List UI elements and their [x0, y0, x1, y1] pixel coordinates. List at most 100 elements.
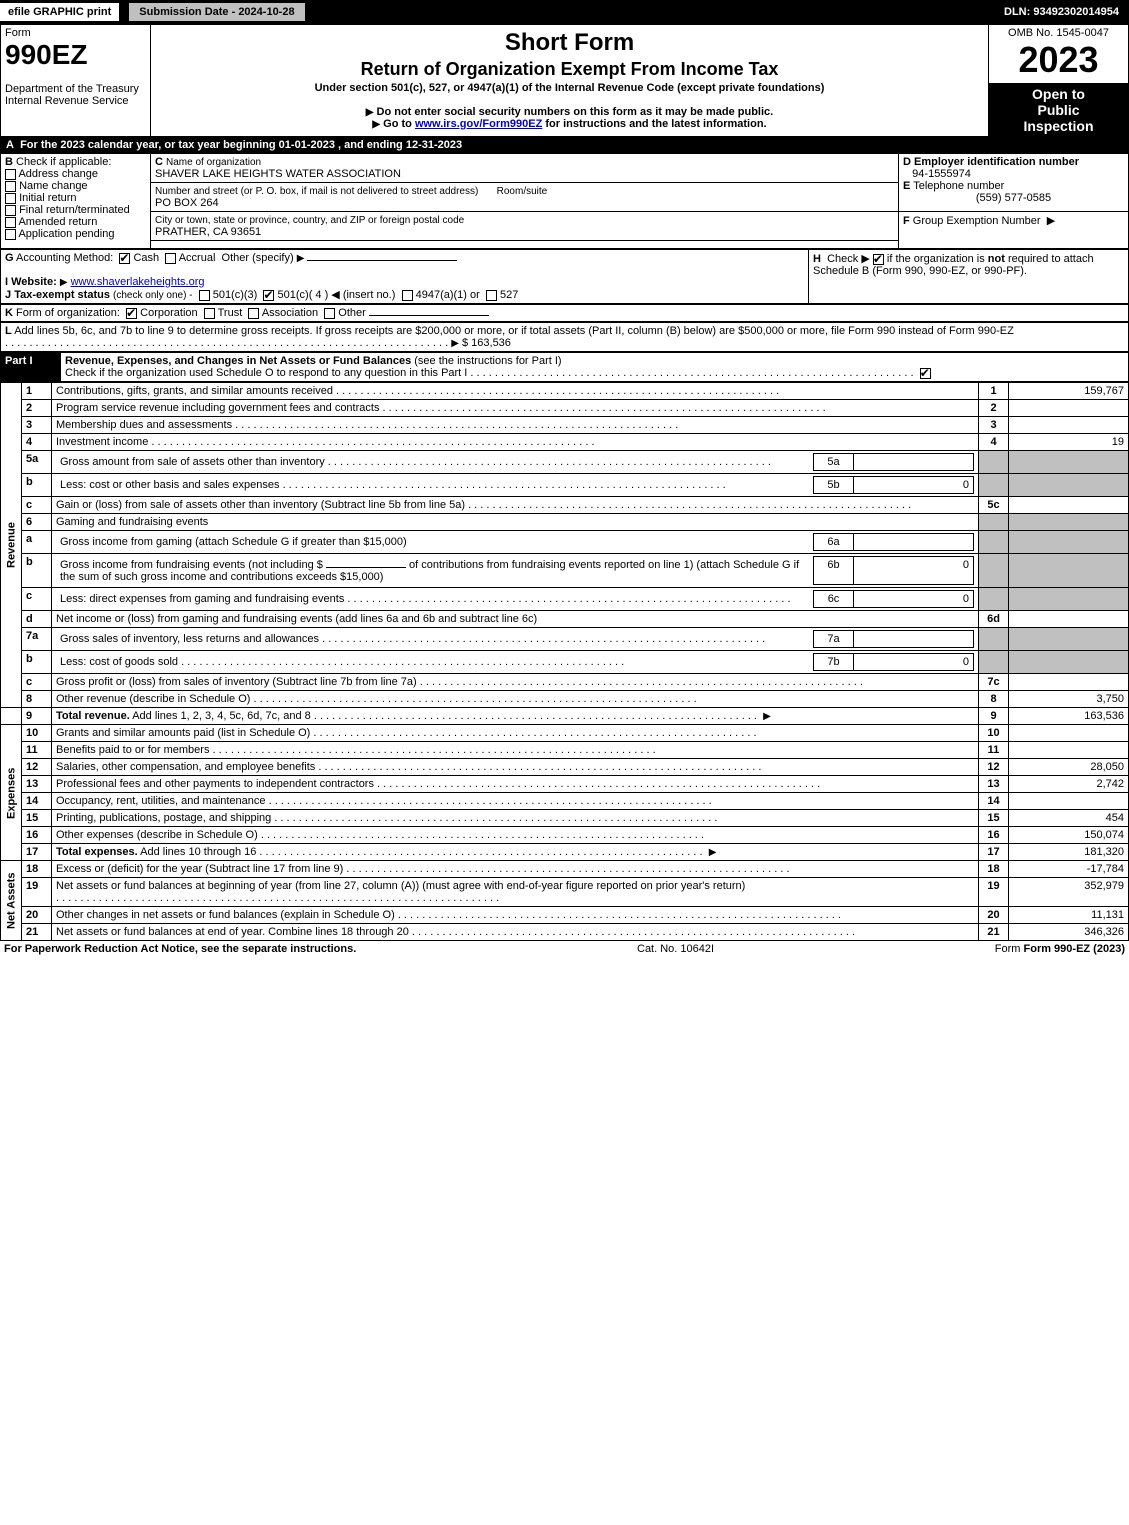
checkbox-name-change[interactable]	[5, 181, 16, 192]
opt-accrual: Accrual	[179, 252, 216, 264]
line-7a-text: Gross sales of inventory, less returns a…	[52, 628, 979, 651]
opt-corporation: Corporation	[140, 307, 197, 319]
opt-other-specify: Other (specify)	[222, 252, 294, 264]
irs-link[interactable]: www.irs.gov/Form990EZ	[415, 118, 542, 130]
lines-table: Revenue 1 Contributions, gifts, grants, …	[0, 382, 1129, 941]
line-11-num: 11	[22, 742, 52, 759]
section-l-cell: L Add lines 5b, 6c, and 7b to line 9 to …	[1, 323, 1129, 352]
line-16-amount: 150,074	[1009, 827, 1129, 844]
checkbox-amended-return[interactable]	[5, 217, 16, 228]
line-17-num: 17	[22, 844, 52, 861]
line-7a-mini-num: 7a	[814, 631, 854, 648]
street-value: PO BOX 264	[155, 197, 219, 209]
line-6d-num: d	[22, 611, 52, 628]
line-5b-mini-amount: 0	[854, 477, 974, 494]
line-6-rnum-shade	[979, 514, 1009, 531]
opt-application-pending: Application pending	[18, 228, 114, 240]
section-g-cell: G Accounting Method: Cash Accrual Other …	[1, 250, 809, 304]
part-i-title: Revenue, Expenses, and Changes in Net As…	[65, 355, 411, 367]
checkbox-application-pending[interactable]	[5, 229, 16, 240]
line-16-rnum: 16	[979, 827, 1009, 844]
submission-date-label: Submission Date - 2024-10-28	[127, 1, 306, 23]
open-public-pill: Open to Public Inspection	[989, 84, 1129, 137]
phone-value: (559) 577-0585	[903, 192, 1124, 204]
opt-trust: Trust	[218, 307, 243, 319]
expenses-vertical-label: Expenses	[1, 725, 22, 861]
line-5b-num: b	[22, 474, 52, 497]
checkbox-accrual[interactable]	[165, 253, 176, 264]
line-4-rnum: 4	[979, 434, 1009, 451]
form-header-table: Form 990EZ Department of the Treasury In…	[0, 24, 1129, 137]
arrow-icon	[372, 118, 380, 130]
website-link[interactable]: www.shaverlakeheights.org	[71, 276, 205, 288]
dln-label: DLN: 93492302014954	[994, 3, 1129, 21]
line-6b-amount-shade	[1009, 554, 1129, 588]
line-6b-num: b	[22, 554, 52, 588]
opt-amended-return: Amended return	[18, 216, 97, 228]
checkbox-schedule-b-not-required[interactable]	[873, 254, 884, 265]
line-6b-rnum-shade	[979, 554, 1009, 588]
street-label: Number and street (or P. O. box, if mail…	[155, 186, 478, 197]
checkbox-501c[interactable]	[263, 290, 274, 301]
checkbox-other-org[interactable]	[324, 308, 335, 319]
dept-treasury: Department of the Treasury	[5, 83, 139, 95]
line-21-amount: 346,326	[1009, 924, 1129, 941]
part-i-check-text: Check if the organization used Schedule …	[65, 367, 467, 379]
top-bar: efile GRAPHIC print Submission Date - 20…	[0, 0, 1129, 24]
section-d-e-cell: D Employer identification number 94-1555…	[899, 154, 1129, 212]
line-6c-mini-num: 6c	[814, 591, 854, 608]
checkbox-cash[interactable]	[119, 253, 130, 264]
part-i-title-cell: Revenue, Expenses, and Changes in Net As…	[61, 353, 1129, 382]
line-11-amount	[1009, 742, 1129, 759]
line-13-rnum: 13	[979, 776, 1009, 793]
line-10-amount	[1009, 725, 1129, 742]
line-5a-num: 5a	[22, 451, 52, 474]
checkbox-address-change[interactable]	[5, 169, 16, 180]
line-19-rnum: 19	[979, 878, 1009, 907]
section-f-cell: F Group Exemption Number ▶	[899, 212, 1129, 249]
line-9-rnum: 9	[979, 708, 1009, 725]
page-footer: For Paperwork Reduction Act Notice, see …	[0, 941, 1129, 957]
goto-line: Go to www.irs.gov/Form990EZ for instruct…	[155, 118, 984, 130]
section-c-label: Name of organization	[166, 157, 261, 168]
checkbox-final-return[interactable]	[5, 205, 16, 216]
line-5c-text: Gain or (loss) from sale of assets other…	[52, 497, 979, 514]
checkbox-corporation[interactable]	[126, 308, 137, 319]
line-7a-rnum-shade	[979, 628, 1009, 651]
checkbox-association[interactable]	[248, 308, 259, 319]
checkbox-trust[interactable]	[204, 308, 215, 319]
catalog-number: Cat. No. 10642I	[637, 943, 714, 955]
other-org-input[interactable]	[369, 315, 489, 316]
line-5b-rnum-shade	[979, 474, 1009, 497]
line-1-text: Contributions, gifts, grants, and simila…	[52, 383, 979, 400]
checkbox-501c3[interactable]	[199, 290, 210, 301]
line-13-num: 13	[22, 776, 52, 793]
line-6c-rnum-shade	[979, 588, 1009, 611]
line-7c-amount	[1009, 674, 1129, 691]
checkbox-4947a1[interactable]	[402, 290, 413, 301]
line-7b-num: b	[22, 651, 52, 674]
line-5b-text: Less: cost or other basis and sales expe…	[52, 474, 979, 497]
line-1-amount: 159,767	[1009, 383, 1129, 400]
line-7c-num: c	[22, 674, 52, 691]
other-specify-input[interactable]	[307, 260, 457, 261]
line-3-rnum: 3	[979, 417, 1009, 434]
checkbox-schedule-o-part-i[interactable]	[920, 368, 931, 379]
opt-association: Association	[262, 307, 318, 319]
checkbox-527[interactable]	[486, 290, 497, 301]
part-i-header: Part I Revenue, Expenses, and Changes in…	[0, 352, 1129, 382]
line-6d-text: Net income or (loss) from gaming and fun…	[52, 611, 979, 628]
efile-print-label[interactable]: efile GRAPHIC print	[0, 1, 121, 23]
line-5c-rnum: 5c	[979, 497, 1009, 514]
checkbox-initial-return[interactable]	[5, 193, 16, 204]
line-6c-text: Less: direct expenses from gaming and fu…	[52, 588, 979, 611]
line-3-amount	[1009, 417, 1129, 434]
line-14-rnum: 14	[979, 793, 1009, 810]
line-5b-mini-num: 5b	[814, 477, 854, 494]
line-8-text: Other revenue (describe in Schedule O)	[52, 691, 979, 708]
line-4-amount: 19	[1009, 434, 1129, 451]
form-number: 990EZ	[5, 39, 88, 70]
city-value: PRATHER, CA 93651	[155, 226, 261, 238]
line-6b-blank[interactable]	[326, 567, 406, 568]
opt-address-change: Address change	[18, 168, 98, 180]
